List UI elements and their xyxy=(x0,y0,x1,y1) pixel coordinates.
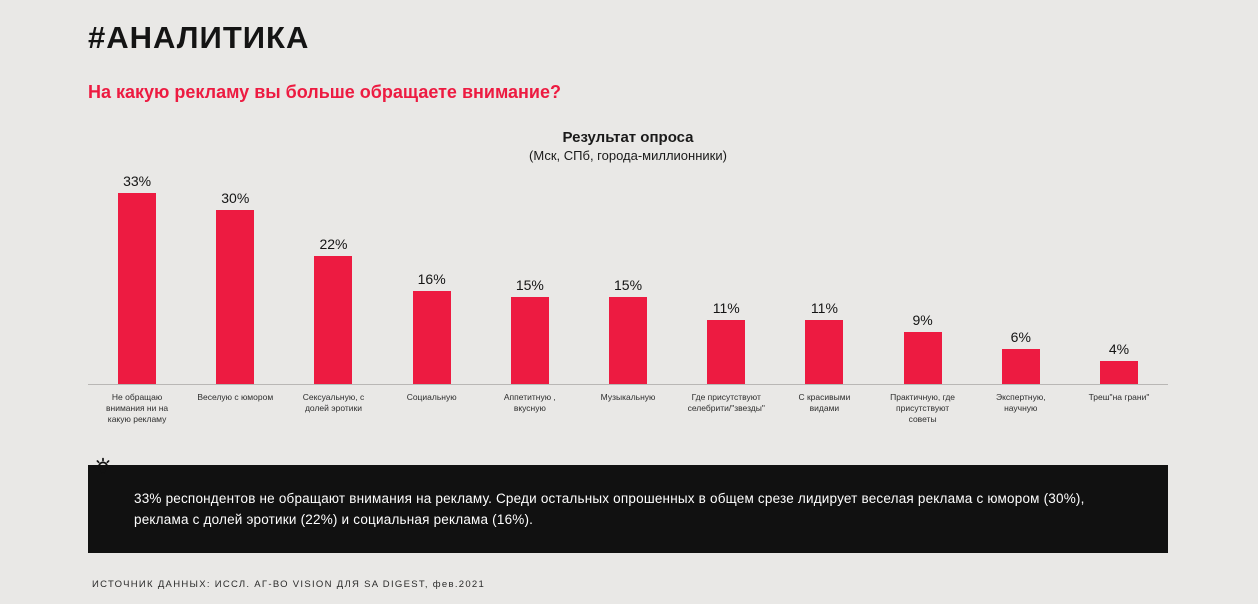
survey-question: На какую рекламу вы больше обращаете вни… xyxy=(88,82,561,102)
data-source-footer: ИСТОЧНИК ДАННЫХ: ИССЛ. АГ-ВО VISION ДЛЯ … xyxy=(92,578,486,590)
category-label: Экспертную, научную xyxy=(995,392,1046,414)
bar-column: 11% xyxy=(775,300,873,384)
bar-value-label: 15% xyxy=(614,277,643,293)
category-label: Где присутствуют селебрити/"звезды" xyxy=(687,392,765,414)
bar-column: 6% xyxy=(972,329,1070,384)
insight-box: 33% респондентов не обращают внимания на… xyxy=(88,457,1168,553)
bar-column: 16% xyxy=(383,271,481,384)
bar xyxy=(510,297,549,384)
lightbulb-icon xyxy=(84,449,122,487)
category-label: Треш"на грани" xyxy=(1088,392,1150,402)
bar-value-label: 22% xyxy=(319,236,348,252)
bar-chart: Результат опроса (Мск, СПб, города-милли… xyxy=(88,129,1168,425)
bar-column: 15% xyxy=(481,277,579,384)
bar-column: 4% xyxy=(1070,341,1168,384)
bar-value-label: 15% xyxy=(515,277,544,293)
header: #АНАЛИТИКА xyxy=(0,0,1258,56)
category-labels-row: Не обращаю внимания ни на какую рекламу В… xyxy=(88,385,1168,425)
category-label: Не обращаю внимания ни на какую рекламу xyxy=(106,392,169,425)
bar xyxy=(805,320,844,384)
bar-column: 22% xyxy=(284,236,382,384)
category-label: Музыкальную xyxy=(600,392,656,402)
bar xyxy=(412,291,451,384)
chart-title: Результат опроса xyxy=(562,129,694,146)
chart-header: Результат опроса (Мск, СПб, города-милли… xyxy=(88,129,1168,163)
chart-subtitle: (Мск, СПб, города-миллионники) xyxy=(529,148,727,163)
bar xyxy=(903,332,942,384)
category-label: Социальную xyxy=(406,392,457,402)
bar xyxy=(118,193,157,384)
bar-column: 9% xyxy=(874,312,972,384)
bar xyxy=(1001,349,1040,384)
bar xyxy=(216,210,255,384)
bar-value-label: 4% xyxy=(1108,341,1130,357)
insight-text: 33% респондентов не обращают внимания на… xyxy=(134,491,1085,528)
bars-row: 33% 30% 22% 16% 15% 15% 11% 11% 9% 6% 4% xyxy=(88,169,1168,385)
bar-column: 11% xyxy=(677,300,775,384)
bar xyxy=(707,320,746,384)
category-label: С красивыми видами xyxy=(798,392,851,414)
bar-value-label: 9% xyxy=(912,312,933,328)
bar-value-label: 30% xyxy=(221,190,250,206)
bar-column: 15% xyxy=(579,277,677,384)
bar-column: 30% xyxy=(186,190,284,384)
bar xyxy=(1099,361,1138,384)
bar-value-label: 11% xyxy=(810,300,838,316)
bar-value-label: 11% xyxy=(712,300,740,316)
category-label: Практичную, где присутствуют советы xyxy=(890,392,956,425)
bar-value-label: 6% xyxy=(1010,329,1031,345)
bar-value-label: 16% xyxy=(417,271,446,287)
category-label: Аппетитную , вкусную xyxy=(503,392,556,414)
bar xyxy=(314,256,353,384)
bar-value-label: 33% xyxy=(123,173,152,189)
category-label: Сексуальную, с долей эротики xyxy=(302,392,365,414)
page-title: #АНАЛИТИКА xyxy=(88,20,310,55)
bar xyxy=(609,297,648,384)
category-label: Веселую с юмором xyxy=(197,392,274,402)
bar-column: 33% xyxy=(88,173,186,384)
